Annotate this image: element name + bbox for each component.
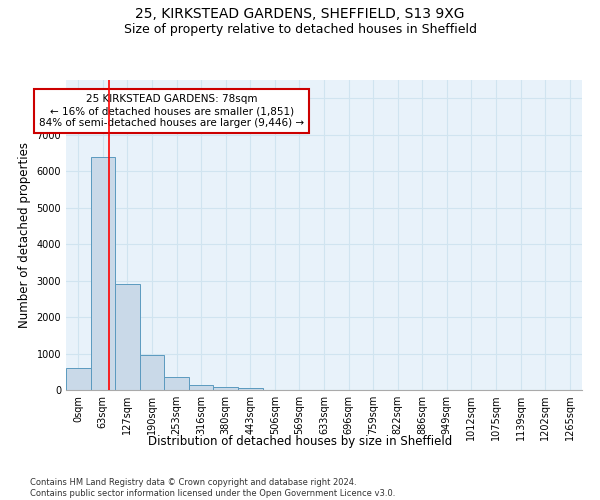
Text: Distribution of detached houses by size in Sheffield: Distribution of detached houses by size … (148, 435, 452, 448)
Bar (91, 156, 115, 390)
Bar (189, 384, 214, 390)
Y-axis label: Number of detached properties: Number of detached properties (18, 142, 31, 328)
Bar (140, 356, 164, 390)
Bar (238, 388, 263, 390)
Bar (164, 377, 189, 390)
Text: 25, KIRKSTEAD GARDENS, SHEFFIELD, S13 9XG: 25, KIRKSTEAD GARDENS, SHEFFIELD, S13 9X… (135, 8, 465, 22)
Bar (66, 368, 91, 390)
Bar (214, 387, 238, 390)
Bar (115, 284, 140, 390)
Text: Size of property relative to detached houses in Sheffield: Size of property relative to detached ho… (124, 22, 476, 36)
Text: Contains HM Land Registry data © Crown copyright and database right 2024.
Contai: Contains HM Land Registry data © Crown c… (30, 478, 395, 498)
Text: 25 KIRKSTEAD GARDENS: 78sqm
← 16% of detached houses are smaller (1,851)
84% of : 25 KIRKSTEAD GARDENS: 78sqm ← 16% of det… (39, 94, 304, 128)
